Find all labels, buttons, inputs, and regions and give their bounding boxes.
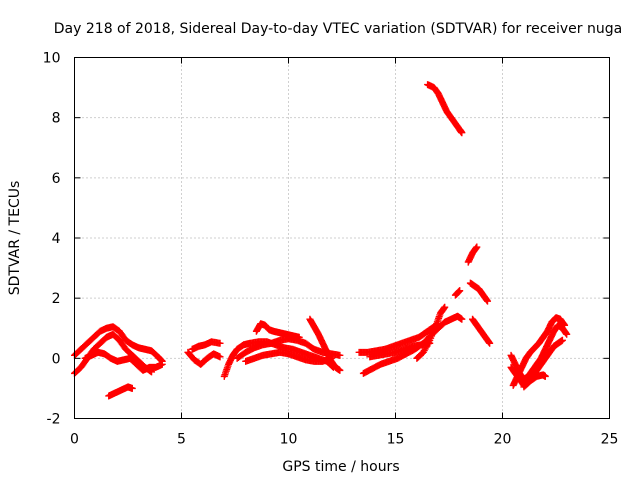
- chart-title: Day 218 of 2018, Sidereal Day-to-day VTE…: [54, 21, 622, 37]
- data-point: [458, 129, 466, 137]
- grid-lines: [74, 57, 610, 419]
- y-axis-label: SDTVAR / TECUs: [7, 181, 23, 296]
- data-point: [458, 315, 466, 323]
- series-arc11: [306, 315, 344, 374]
- x-tick-label: 5: [177, 432, 186, 448]
- data-point: [336, 351, 344, 359]
- axis-ticks: [74, 57, 610, 419]
- data-point: [563, 330, 571, 338]
- data-point: [541, 372, 549, 380]
- x-tick-label: 15: [387, 432, 405, 448]
- x-tick-label: 20: [494, 432, 512, 448]
- data-point: [441, 303, 449, 311]
- series-arc10: [252, 320, 303, 341]
- data-point: [295, 333, 303, 341]
- series-arc8: [233, 335, 344, 362]
- series-arc4: [105, 383, 136, 400]
- series-arc17: [451, 287, 464, 299]
- y-tick-label: 10: [43, 51, 61, 67]
- data-point: [561, 321, 569, 329]
- data-point: [473, 243, 481, 251]
- x-tick-labels: 0 5 10 15 20 25: [70, 432, 618, 448]
- series-arc24: [520, 371, 549, 391]
- series-arc18: [464, 243, 481, 266]
- y-tick-label: 0: [52, 351, 61, 367]
- series-arc16: [424, 81, 466, 137]
- y-tick-label: 6: [52, 171, 61, 187]
- data-point: [558, 336, 566, 344]
- data-point: [484, 297, 492, 305]
- series-arc1: [71, 323, 166, 365]
- x-tick-label: 10: [280, 432, 298, 448]
- data-point: [216, 353, 224, 361]
- x-axis-label: GPS time / hours: [282, 459, 399, 475]
- y-tick-label: 2: [52, 291, 61, 307]
- data-point: [158, 360, 166, 368]
- data-point: [456, 287, 464, 295]
- data-point: [486, 339, 494, 347]
- y-tick-label: 8: [52, 111, 61, 127]
- y-tick-label: 4: [52, 231, 61, 247]
- series-arc6: [188, 338, 224, 353]
- data-point: [336, 366, 344, 374]
- series-arc19: [466, 279, 492, 305]
- series-arc23: [509, 314, 569, 389]
- data-points: [71, 81, 571, 400]
- series-arc9: [242, 348, 335, 365]
- x-tick-label: 0: [70, 432, 79, 448]
- series-arc3: [81, 348, 166, 374]
- series-arc20: [469, 315, 494, 347]
- y-tick-label: -2: [47, 412, 61, 428]
- y-tick-labels: -2 0 2 4 6 8 10: [43, 51, 61, 428]
- data-point: [216, 339, 224, 347]
- x-tick-label: 25: [601, 432, 619, 448]
- series-arc22: [507, 336, 566, 389]
- series-arc15: [413, 303, 449, 362]
- data-point: [128, 384, 136, 392]
- series-arc5: [184, 348, 224, 368]
